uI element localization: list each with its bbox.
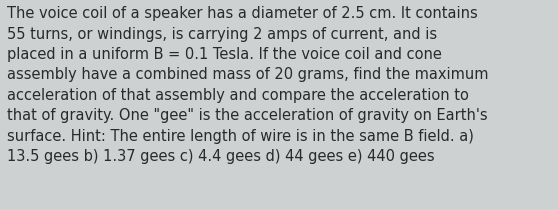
Text: The voice coil of a speaker has a diameter of 2.5 cm. It contains
55 turns, or w: The voice coil of a speaker has a diamet… [7,6,489,164]
